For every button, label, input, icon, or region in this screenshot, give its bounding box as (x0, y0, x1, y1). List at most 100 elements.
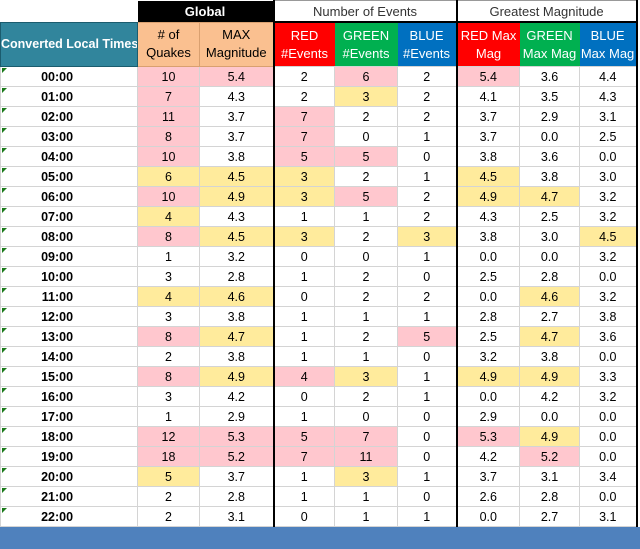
max-magnitude-cell[interactable]: 3.8 (198, 306, 275, 327)
blue-events-cell[interactable]: 0 (397, 146, 458, 167)
time-cell[interactable]: 18:00 (0, 426, 138, 447)
blue-events-cell[interactable]: 1 (397, 246, 458, 267)
max-magnitude-cell[interactable]: 2.9 (198, 406, 275, 427)
blue-events-cell[interactable]: 0 (397, 486, 458, 507)
converted-local-times-header[interactable]: Converted Local Times (0, 21, 138, 67)
quakes-cell[interactable]: 7 (137, 86, 200, 107)
green-max-mag-cell[interactable]: 0.0 (519, 246, 581, 267)
max-magnitude-cell[interactable]: 4.5 (198, 166, 275, 187)
green-events-cell[interactable]: 0 (334, 126, 399, 147)
red-max-mag-cell[interactable]: 4.3 (455, 206, 521, 227)
red-events-cell[interactable]: 7 (272, 126, 336, 147)
blue-max-mag-cell[interactable]: 0.0 (579, 426, 638, 447)
quakes-cell[interactable]: 2 (137, 506, 200, 527)
red-max-mag-cell[interactable]: 5.3 (455, 426, 521, 447)
time-cell[interactable]: 13:00 (0, 326, 138, 347)
green-max-mag-cell[interactable]: 0.0 (519, 126, 581, 147)
green-max-mag-cell[interactable]: 2.8 (519, 266, 581, 287)
blue-events-cell[interactable]: 1 (397, 166, 458, 187)
blue-max-mag-cell[interactable]: 3.2 (579, 206, 638, 227)
red-events-cell[interactable]: 4 (272, 366, 336, 387)
time-cell[interactable]: 03:00 (0, 126, 138, 147)
blue-max-mag-cell[interactable]: 3.6 (579, 326, 638, 347)
red-events-cell[interactable]: 5 (272, 426, 336, 447)
red-max-mag-cell[interactable]: 2.5 (455, 266, 521, 287)
green-max-mag-cell[interactable]: 5.2 (519, 446, 581, 467)
blue-max-mag-header[interactable]: BLUE Max Mag (579, 22, 638, 67)
green-events-cell[interactable]: 2 (334, 386, 399, 407)
green-events-cell[interactable]: 2 (334, 286, 399, 307)
green-events-cell[interactable]: 1 (334, 346, 399, 367)
red-max-mag-cell[interactable]: 3.7 (455, 106, 521, 127)
blue-events-cell[interactable]: 5 (397, 326, 458, 347)
time-cell[interactable]: 07:00 (0, 206, 138, 227)
max-magnitude-cell[interactable]: 3.2 (198, 246, 275, 267)
green-max-mag-cell[interactable]: 2.7 (519, 306, 581, 327)
green-max-mag-cell[interactable]: 4.9 (519, 366, 581, 387)
blue-events-cell[interactable]: 1 (397, 366, 458, 387)
red-events-cell[interactable]: 1 (272, 486, 336, 507)
blue-max-mag-cell[interactable]: 3.2 (579, 186, 638, 207)
green-events-cell[interactable]: 0 (334, 406, 399, 427)
quakes-cell[interactable]: 4 (137, 206, 200, 227)
red-events-cell[interactable]: 0 (272, 386, 336, 407)
green-max-mag-cell[interactable]: 4.9 (519, 426, 581, 447)
blue-max-mag-cell[interactable]: 4.3 (579, 86, 638, 107)
green-events-cell[interactable]: 0 (334, 246, 399, 267)
quakes-cell[interactable]: 8 (137, 226, 200, 247)
max-magnitude-cell[interactable]: 2.8 (198, 266, 275, 287)
time-cell[interactable]: 16:00 (0, 386, 138, 407)
quakes-cell[interactable]: 3 (137, 306, 200, 327)
green-max-mag-cell[interactable]: 3.8 (519, 166, 581, 187)
red-max-mag-cell[interactable]: 3.7 (455, 466, 521, 487)
blue-max-mag-cell[interactable]: 3.3 (579, 366, 638, 387)
time-cell[interactable]: 00:00 (0, 66, 138, 87)
blue-events-cell[interactable]: 2 (397, 66, 458, 87)
green-events-cell[interactable]: 5 (334, 146, 399, 167)
magnitude-group-header[interactable]: Greatest Magnitude (455, 0, 638, 23)
red-max-mag-header[interactable]: RED Max Mag (455, 22, 520, 67)
max-magnitude-cell[interactable]: 3.7 (198, 466, 275, 487)
time-cell[interactable]: 01:00 (0, 86, 138, 107)
green-max-mag-cell[interactable]: 3.0 (519, 226, 581, 247)
red-events-cell[interactable]: 1 (272, 466, 336, 487)
max-magnitude-cell[interactable]: 4.7 (198, 326, 275, 347)
blue-max-mag-cell[interactable]: 3.4 (579, 466, 638, 487)
time-cell[interactable]: 20:00 (0, 466, 138, 487)
time-cell[interactable]: 12:00 (0, 306, 138, 327)
time-cell[interactable]: 10:00 (0, 266, 138, 287)
red-events-cell[interactable]: 3 (272, 226, 336, 247)
max-magnitude-cell[interactable]: 5.2 (198, 446, 275, 467)
max-magnitude-cell[interactable]: 3.7 (198, 106, 275, 127)
green-max-mag-cell[interactable]: 2.5 (519, 206, 581, 227)
green-events-cell[interactable]: 2 (334, 166, 399, 187)
red-events-cell[interactable]: 0 (272, 286, 336, 307)
blue-max-mag-cell[interactable]: 0.0 (579, 406, 638, 427)
blue-events-cell[interactable]: 0 (397, 406, 458, 427)
red-max-mag-cell[interactable]: 2.9 (455, 406, 521, 427)
blue-max-mag-cell[interactable]: 4.5 (579, 226, 638, 247)
red-events-cell[interactable]: 2 (272, 66, 336, 87)
red-events-cell[interactable]: 3 (272, 166, 336, 187)
quakes-cell[interactable]: 1 (137, 406, 200, 427)
blue-events-cell[interactable]: 1 (397, 466, 458, 487)
red-max-mag-cell[interactable]: 4.9 (455, 366, 521, 387)
max-magnitude-cell[interactable]: 3.7 (198, 126, 275, 147)
time-cell[interactable]: 08:00 (0, 226, 138, 247)
blue-events-cell[interactable]: 2 (397, 86, 458, 107)
red-max-mag-cell[interactable]: 0.0 (455, 246, 521, 267)
red-events-cell[interactable]: 5 (272, 146, 336, 167)
green-events-cell[interactable]: 3 (334, 366, 399, 387)
green-events-cell[interactable]: 1 (334, 306, 399, 327)
quakes-cell[interactable]: 8 (137, 326, 200, 347)
max-magnitude-cell[interactable]: 4.3 (198, 206, 275, 227)
red-max-mag-cell[interactable]: 5.4 (455, 66, 521, 87)
green-max-mag-cell[interactable]: 4.7 (519, 186, 581, 207)
blue-events-cell[interactable]: 2 (397, 206, 458, 227)
red-max-mag-cell[interactable]: 4.9 (455, 186, 521, 207)
time-cell[interactable]: 11:00 (0, 286, 138, 307)
red-max-mag-cell[interactable]: 3.8 (455, 146, 521, 167)
red-max-mag-cell[interactable]: 2.8 (455, 306, 521, 327)
green-max-mag-header[interactable]: GREEN Max Mag (519, 22, 580, 67)
quakes-cell[interactable]: 2 (137, 486, 200, 507)
